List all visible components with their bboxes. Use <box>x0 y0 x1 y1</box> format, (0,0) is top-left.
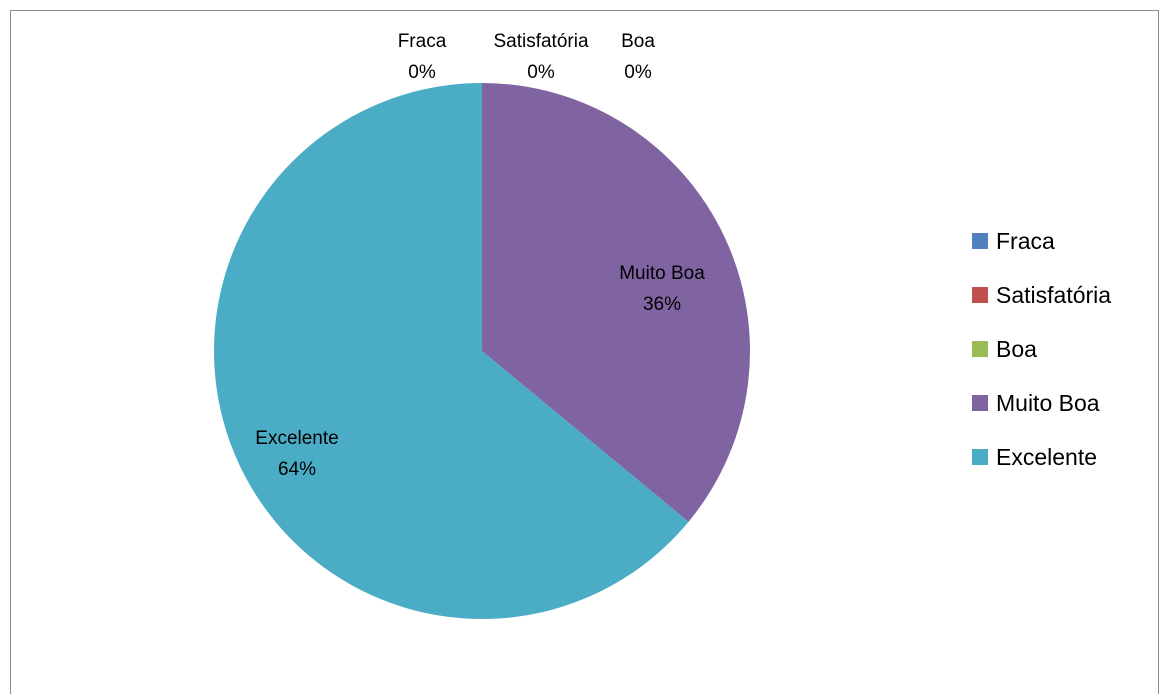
legend-swatch-boa <box>972 341 988 357</box>
label-satisfatoria-name: Satisfatória <box>493 31 588 52</box>
label-fraca-pct: 0% <box>408 62 436 83</box>
data-labels: Fraca 0% Satisfatória 0% Boa 0% Muito Bo… <box>255 31 705 480</box>
legend-label-satisfatoria: Satisfatória <box>996 282 1111 308</box>
legend-swatch-fraca <box>972 233 988 249</box>
legend-label-fraca: Fraca <box>996 228 1055 254</box>
legend-label-muito-boa: Muito Boa <box>996 390 1100 416</box>
pie-slice-excelente <box>213 82 689 619</box>
legend-label-excelente: Excelente <box>996 444 1097 470</box>
label-boa-pct: 0% <box>624 62 652 83</box>
label-excelente-name: Excelente <box>255 428 338 449</box>
pie-slices <box>213 82 750 619</box>
label-fraca-name: Fraca <box>398 31 447 52</box>
legend-swatch-muito-boa <box>972 395 988 411</box>
legend-swatch-satisfatoria <box>972 287 988 303</box>
label-boa-name: Boa <box>621 31 655 52</box>
label-muito-boa-pct: 36% <box>643 294 681 315</box>
legend-label-boa: Boa <box>996 336 1037 362</box>
chart-frame <box>10 10 1159 694</box>
label-satisfatoria-pct: 0% <box>527 62 555 83</box>
legend: Fraca Satisfatória Boa Muito Boa Excelen… <box>972 228 1111 470</box>
label-excelente-pct: 64% <box>278 459 316 480</box>
label-muito-boa-name: Muito Boa <box>619 263 705 284</box>
legend-swatch-excelente <box>972 449 988 465</box>
pie-slice-muito-boa <box>482 83 750 522</box>
